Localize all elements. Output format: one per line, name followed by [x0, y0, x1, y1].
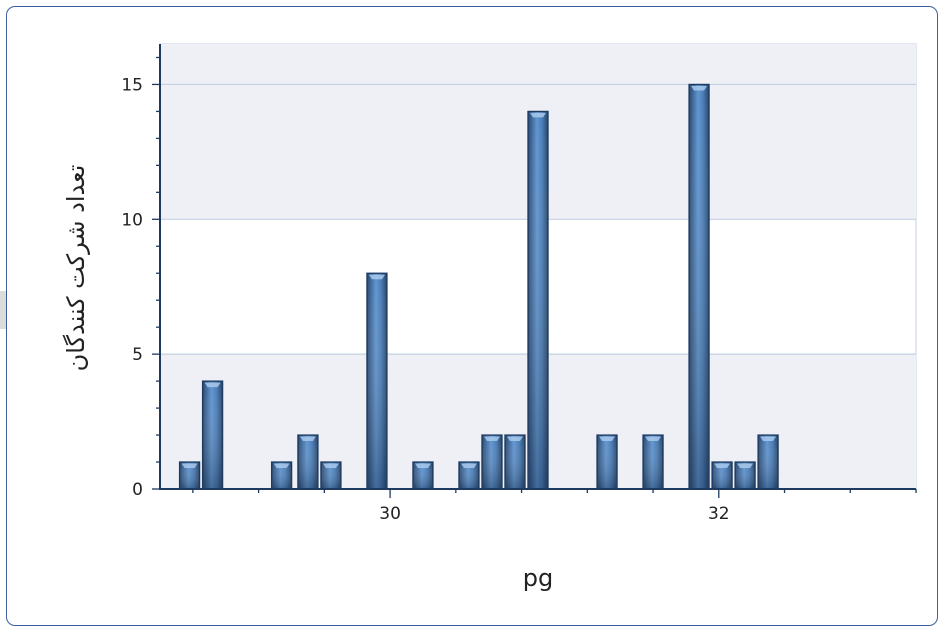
bar	[412, 461, 434, 490]
bar-shade	[528, 112, 548, 489]
axes	[159, 44, 916, 490]
bar-bevel	[368, 274, 385, 280]
bar	[320, 461, 342, 490]
bar-bevel	[506, 436, 523, 442]
bar-bevel	[414, 463, 431, 469]
bar-bevel	[460, 463, 477, 469]
bar-bevel	[181, 463, 198, 469]
bar	[527, 110, 549, 490]
bar-bevel	[299, 436, 316, 442]
y-tick-label: 5	[132, 345, 143, 365]
y-axis-label: تعداد شرکت کنندگان	[62, 165, 90, 372]
bar-shade	[321, 463, 340, 489]
bar	[481, 434, 503, 490]
bar	[757, 434, 779, 490]
bar-shade	[598, 436, 617, 489]
bar-shade	[272, 463, 291, 489]
bar-bevel	[645, 436, 662, 442]
bar-shade	[203, 382, 222, 489]
bars	[178, 83, 779, 490]
bar	[642, 434, 664, 490]
y-axis-ticks: 0 5 10 15	[121, 56, 160, 500]
y-tick-label: 15	[121, 75, 143, 95]
bar-bevel	[483, 436, 500, 442]
bar	[688, 83, 710, 490]
bar-bevel	[204, 382, 221, 388]
x-tick-label: 32	[708, 504, 730, 524]
bar-shade	[459, 463, 478, 489]
y-tick-label: 0	[132, 480, 143, 500]
bar-bevel	[760, 436, 777, 442]
x-axis-label: pg	[523, 564, 553, 592]
bar	[504, 434, 526, 490]
bar-bevel	[273, 463, 290, 469]
bar	[366, 272, 388, 490]
bar-shade	[759, 436, 778, 489]
bar	[711, 461, 733, 490]
bar-shade	[298, 436, 317, 489]
bar-shade	[736, 463, 755, 489]
bar	[596, 434, 618, 490]
bar	[270, 461, 293, 490]
plot-band	[160, 44, 916, 85]
bar	[178, 461, 201, 490]
bar-bevel	[691, 85, 708, 91]
bar-shade	[482, 436, 501, 489]
bar-shade	[367, 274, 386, 489]
bar-bevel	[322, 463, 339, 469]
x-axis-ticks: 30 32	[192, 489, 917, 524]
bar-shade	[713, 463, 732, 489]
x-tick-label: 30	[379, 504, 401, 524]
bar-shade	[505, 436, 524, 489]
bar-shade	[413, 463, 432, 489]
bar-shade	[690, 85, 709, 490]
bar	[201, 380, 224, 490]
y-tick-label: 10	[121, 210, 143, 230]
bar	[458, 461, 480, 490]
bar-bevel	[714, 463, 731, 469]
side-handle	[0, 291, 6, 329]
bar	[734, 461, 756, 490]
bar-bevel	[737, 463, 754, 469]
bar	[297, 434, 319, 490]
bar-shade	[644, 436, 663, 489]
bar-bevel	[599, 436, 616, 442]
bar-shade	[180, 463, 199, 489]
bar-bevel	[529, 112, 547, 118]
